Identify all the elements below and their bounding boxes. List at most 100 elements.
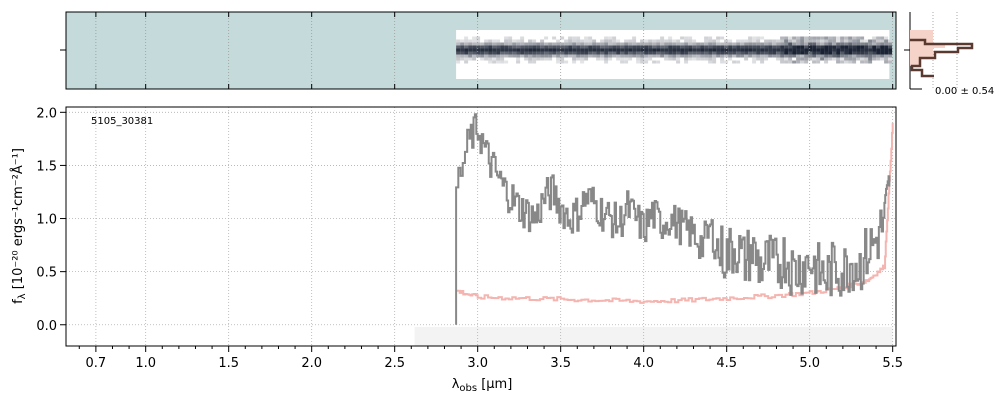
spectrum-2d-pixel <box>832 48 837 52</box>
spectrum-2d-pixel <box>524 45 529 49</box>
spectrum-2d-pixel <box>808 51 813 55</box>
spectrum-2d-pixel <box>576 42 581 46</box>
spectrum-2d-pixel <box>632 54 637 58</box>
spectrum-2d-pixel <box>700 51 705 55</box>
spectrum-2d-pixel <box>716 45 721 49</box>
spectrum-2d-pixel <box>852 48 857 52</box>
spectrum-2d-pixel <box>588 51 593 55</box>
spectrum-2d-pixel <box>708 57 713 61</box>
spectrum-2d-pixel <box>828 36 833 40</box>
spectrum-2d-pixel <box>864 42 869 46</box>
spectrum-2d-pixel <box>680 45 685 49</box>
spectrum-2d-pixel <box>704 51 709 55</box>
spectrum-2d-pixel <box>648 45 653 49</box>
spectrum-2d-pixel <box>456 51 461 55</box>
spectrum-2d-pixel <box>640 60 645 64</box>
spectrum-2d-pixel <box>788 51 793 55</box>
spectrum-2d-pixel <box>588 36 593 40</box>
spectrum-2d-pixel <box>688 42 693 46</box>
spectrum-2d-pixel <box>732 54 737 58</box>
spectrum-2d-pixel <box>628 45 633 49</box>
spectrum-2d-pixel <box>772 45 777 49</box>
spectrum-2d-pixel <box>884 39 889 43</box>
spectrum-2d-pixel <box>536 51 541 55</box>
spectrum-2d-pixel <box>872 57 877 61</box>
spectrum-2d-pixel <box>572 54 577 58</box>
spectrum-2d-pixel <box>680 54 685 58</box>
spectrum-2d-pixel <box>688 48 693 52</box>
spectrum-2d-pixel <box>736 60 741 64</box>
spectrum-2d-pixel <box>824 36 829 40</box>
spectrum-2d-pixel <box>520 39 525 43</box>
spectrum-2d-pixel <box>756 51 761 55</box>
spectrum-2d-pixel <box>644 57 649 61</box>
spectrum-2d-pixel <box>716 36 721 40</box>
spectrum-2d-pixel <box>688 51 693 55</box>
y-axis-title-rest: [10⁻²⁰ ergs⁻¹cm⁻²Å⁻¹] <box>10 148 26 293</box>
spectrum-2d-pixel <box>888 39 893 43</box>
spectrum-2d-pixel <box>476 48 481 52</box>
spectrum-2d-pixel <box>708 36 713 40</box>
spectrum-2d-pixel <box>764 54 769 58</box>
spectrum-2d-pixel <box>572 51 577 55</box>
spectrum-2d-pixel <box>880 48 885 52</box>
spectrum-2d-pixel <box>744 45 749 49</box>
spectrum-2d-pixel <box>496 57 501 61</box>
spectrum-2d-pixel <box>812 51 817 55</box>
spectrum-2d-pixel <box>484 57 489 61</box>
spectrum-2d-pixel <box>496 60 501 64</box>
spectrum-2d-pixel <box>784 39 789 43</box>
spectrum-2d-pixel <box>784 51 789 55</box>
spectrum-2d-pixel <box>776 39 781 43</box>
spectrum-2d-pixel <box>784 45 789 49</box>
spectrum-2d-pixel <box>768 48 773 52</box>
spectrum-2d-pixel <box>488 45 493 49</box>
spectrum-2d-pixel <box>540 42 545 46</box>
spectrum-2d-pixel <box>736 48 741 52</box>
spectrum-2d-pixel <box>700 45 705 49</box>
spectrum-2d-pixel <box>828 54 833 58</box>
spectrum-2d-pixel <box>760 48 765 52</box>
spectrum-2d-pixel <box>728 39 733 43</box>
spectrum-2d-pixel <box>796 45 801 49</box>
spectrum-2d-pixel <box>664 45 669 49</box>
spectrum-2d-pixel <box>608 57 613 61</box>
spectrum-2d-pixel <box>508 45 513 49</box>
x-axis-ticks: 0.7 1.0 1.5 2.0 2.5 3.0 3.5 4.0 4.5 5.0 5.5 <box>78 346 903 371</box>
spectrum-2d-pixel <box>620 54 625 58</box>
spectrum-2d-pixel <box>756 57 761 61</box>
spectrum-2d-pixel <box>672 42 677 46</box>
spectrum-2d-pixel <box>496 51 501 55</box>
spectrum-2d-pixel <box>644 51 649 55</box>
x-axis-title: λobs [μm] <box>452 377 513 394</box>
spectrum-2d-pixel <box>644 60 649 64</box>
spectrum-2d-pixel <box>740 48 745 52</box>
spectrum-2d-pixel <box>528 51 533 55</box>
spectrum-2d-pixel <box>792 39 797 43</box>
spectrum-2d-pixel <box>800 51 805 55</box>
spectrum-2d-pixel <box>824 57 829 61</box>
spectrum-2d-pixel <box>644 39 649 43</box>
spectrum-2d-pixel <box>844 48 849 52</box>
spectrum-2d-pixel <box>780 39 785 43</box>
spectrum-2d-pixel <box>656 42 661 46</box>
spectrum-2d-pixel <box>484 45 489 49</box>
spectrum-2d-pixel <box>668 39 673 43</box>
spectrum-2d-pixel <box>528 45 533 49</box>
spectrum-2d-pixel <box>824 48 829 52</box>
spectrum-2d-pixel <box>780 57 785 61</box>
spectrum-2d-pixel <box>836 51 841 55</box>
spectrum-2d-pixel <box>696 57 701 61</box>
spectrum-2d-pixel <box>876 36 881 40</box>
x-tick-label: 5.5 <box>882 356 903 371</box>
spectrum-2d-pixel <box>488 57 493 61</box>
spectrum-2d-pixel <box>848 57 853 61</box>
spectrum-2d-pixel <box>852 60 857 64</box>
spectrum-2d-pixel <box>520 48 525 52</box>
spectrum-2d-pixel <box>580 51 585 55</box>
profile-fill <box>910 30 945 66</box>
spectrum-2d-pixel <box>564 39 569 43</box>
spectrum-2d-pixel <box>804 60 809 64</box>
spectrum-2d-pixel <box>696 48 701 52</box>
spectrum-2d-pixel <box>480 54 485 58</box>
